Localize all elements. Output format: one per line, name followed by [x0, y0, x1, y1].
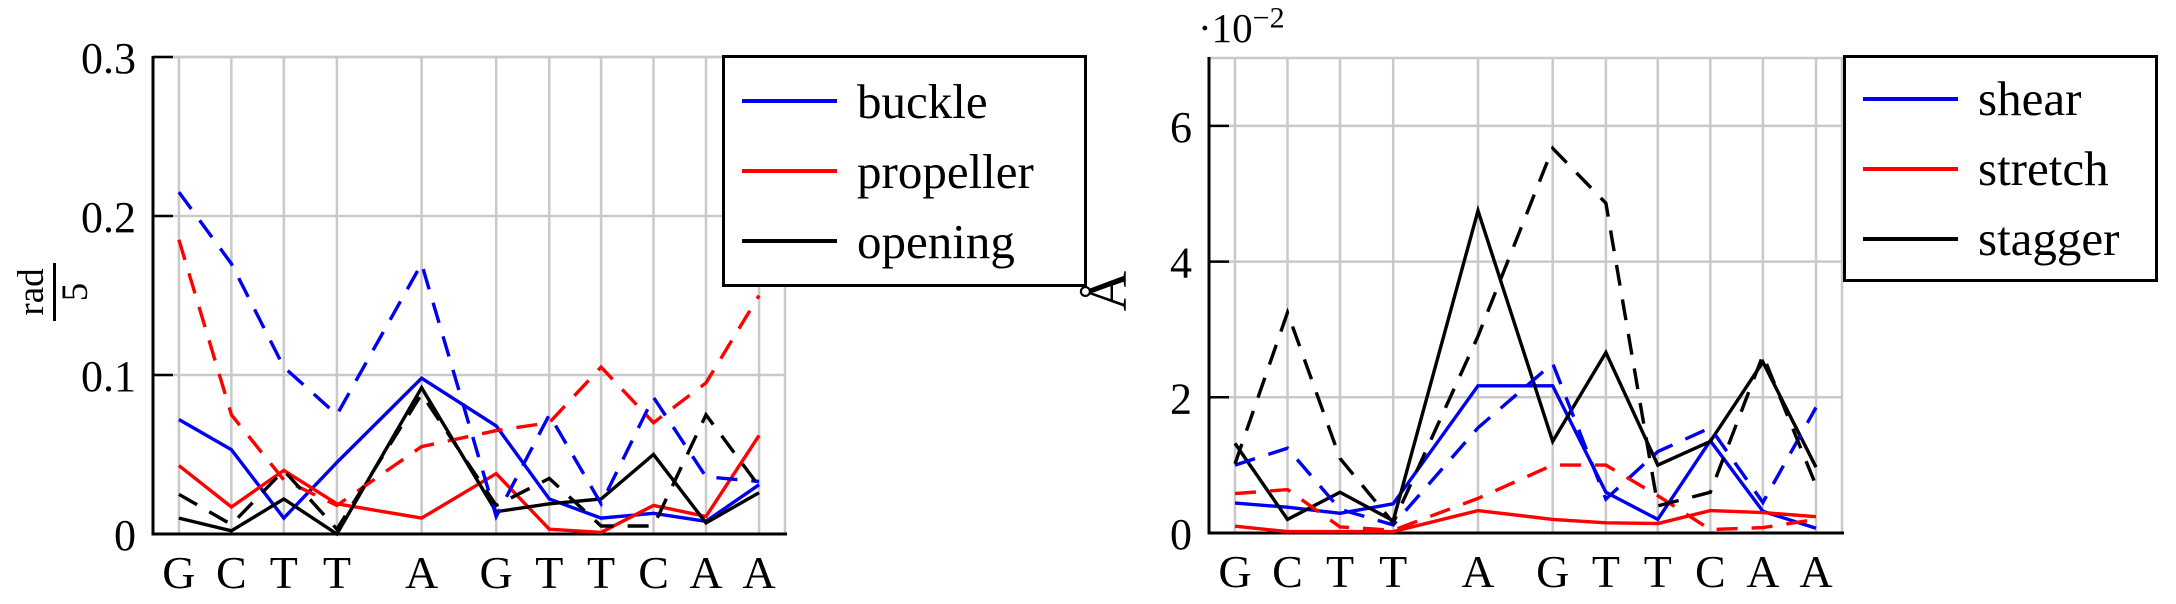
y-tick-label: 0.2 [81, 193, 136, 242]
series-stagger-dashed-line [1233, 145, 1818, 526]
chart-left: 00.10.20.3G C T T A G T T C A A [81, 34, 787, 598]
x-tick-label: T [1379, 546, 1407, 597]
y-tick-label: 0 [1170, 510, 1192, 559]
x-tick-label: T [1592, 546, 1620, 597]
y-tick-label: 0.3 [81, 34, 136, 83]
series-buckle-line [178, 376, 761, 524]
legend-line-sample-shear [1863, 96, 1958, 101]
legend-entry: stretch [1863, 144, 2155, 193]
y-tick-label: 0 [114, 511, 136, 560]
multiplier-exponent: −2 [1252, 1, 1285, 35]
legend-line-sample-opening [742, 239, 837, 243]
x-tick-label: C [216, 547, 247, 598]
legend-line-sample-buckle [742, 99, 837, 103]
legend-entry-label: stagger [1978, 211, 2120, 266]
x-tick-label: A [689, 547, 722, 598]
y-unit-numerator: rad [11, 263, 56, 321]
x-tick-label: T [587, 547, 615, 598]
legend-entry: stagger [1863, 214, 2155, 263]
x-tick-label: C [638, 547, 669, 598]
legend-left: buckle propeller opening [722, 55, 1087, 287]
plot-frame [1207, 56, 1844, 535]
series-propeller-dashed-line [177, 239, 761, 508]
x-tick-label: A [1799, 546, 1832, 597]
y-tick-label: 2 [1170, 374, 1192, 423]
legend-entry-label: stretch [1978, 141, 2109, 196]
y-unit-denominator: 5 [55, 282, 96, 302]
series-stretch-dashed-line [1234, 463, 1817, 533]
series-shear-line [1234, 384, 1817, 530]
series-propeller-line [177, 434, 761, 535]
x-tick-label: A [1746, 546, 1779, 597]
x-tick-label: A [742, 547, 775, 598]
legend-line-sample-propeller [742, 169, 837, 173]
x-tick-label: C [1695, 546, 1726, 597]
series-buckle-dashed-line [177, 191, 760, 522]
x-tick-label: T [1326, 546, 1354, 597]
multiplier-base: ·10 [1198, 5, 1253, 51]
legend-line-sample-stretch [1863, 166, 1958, 171]
y-tick-label: 0.1 [81, 352, 136, 401]
legend-line-sample-stagger [1863, 236, 1958, 241]
x-tick-label: G [1536, 546, 1569, 597]
y-tick-label: 4 [1170, 239, 1192, 288]
x-tick-label: T [535, 547, 563, 598]
y-tick-label: 6 [1170, 103, 1192, 152]
legend-entry-label: shear [1978, 71, 2082, 126]
legend-entry: shear [1863, 74, 2155, 123]
x-tick-label: A [1461, 546, 1494, 597]
x-tick-label: G [1218, 546, 1251, 597]
y-axis-multiplier: ·10−2 [1198, 1, 1285, 52]
rad-over-5-fraction: rad 5 [11, 263, 96, 321]
legend-entry: propeller [742, 147, 1084, 196]
x-tick-label: A [405, 547, 438, 598]
series-stagger-line [1233, 204, 1818, 524]
x-tick-label: T [1644, 546, 1672, 597]
x-tick-label: C [1272, 546, 1303, 597]
legend-entry-label: opening [857, 213, 1015, 269]
series-opening-dashed-line [178, 390, 761, 533]
legend-right: shear stretch stagger [1843, 55, 2158, 282]
x-tick-label: T [323, 547, 351, 598]
x-tick-label: G [480, 547, 513, 598]
series-stretch-line [1234, 508, 1817, 534]
x-tick-label: G [162, 547, 195, 598]
legend-entry: buckle [742, 77, 1084, 126]
legend-entry: opening [742, 217, 1084, 266]
legend-entry-label: buckle [857, 73, 988, 129]
series-shear-dashed-line [1234, 360, 1818, 527]
y-axis-label-left: rad 5 [0, 238, 109, 346]
legend-entry-label: propeller [857, 143, 1034, 199]
x-tick-label: T [270, 547, 298, 598]
